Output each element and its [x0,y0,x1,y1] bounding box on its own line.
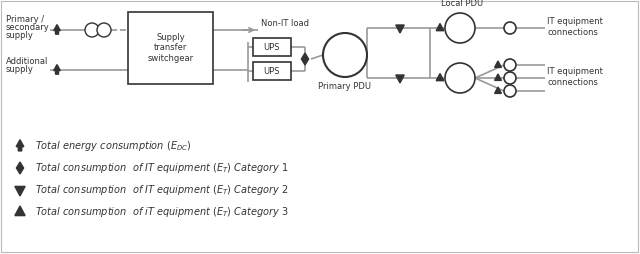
Polygon shape [15,186,25,196]
Polygon shape [17,162,24,174]
Circle shape [504,22,516,34]
Text: Supply
transfer
switchgear: Supply transfer switchgear [147,33,193,63]
Text: Primary /: Primary / [6,15,44,24]
Circle shape [504,72,516,84]
Polygon shape [54,25,60,34]
Polygon shape [495,87,501,93]
Text: UPS: UPS [264,67,280,75]
Polygon shape [54,65,60,74]
Text: $\mathit{Total\ consumption\ \ of\ iT\ equipment\ (E_T)\ Category\ 3}$: $\mathit{Total\ consumption\ \ of\ iT\ e… [35,205,289,219]
Text: supply: supply [6,31,34,40]
Circle shape [85,23,99,37]
Polygon shape [301,53,308,65]
Circle shape [504,85,516,97]
Circle shape [504,59,516,71]
Polygon shape [396,75,404,83]
Text: Primary PDU: Primary PDU [319,82,371,91]
Circle shape [97,23,111,37]
Bar [253,38,291,56]
Text: $\mathit{Total\ consumption\ \ of\ IT\ equipment\ (E_T)\ Category\ 2}$: $\mathit{Total\ consumption\ \ of\ IT\ e… [35,183,289,197]
Circle shape [445,13,475,43]
Polygon shape [15,206,25,216]
Text: supply: supply [6,65,34,74]
Text: $\mathit{Total\ energy\ consumption\ (E_{DC})}$: $\mathit{Total\ energy\ consumption\ (E_… [35,139,191,153]
Text: IT equipment
connections: IT equipment connections [547,67,603,87]
Text: Local PDU: Local PDU [441,0,483,8]
Text: secondary: secondary [6,23,50,32]
Text: Additional: Additional [6,57,49,66]
Polygon shape [16,140,24,151]
Polygon shape [495,74,501,81]
Polygon shape [436,24,444,31]
Text: $\mathit{Total\ consumption\ \ of\ IT\ equipment\ (E_T)\ Category\ 1}$: $\mathit{Total\ consumption\ \ of\ IT\ e… [35,161,289,175]
Polygon shape [495,61,501,67]
Circle shape [323,33,367,77]
Bar [128,12,213,84]
Polygon shape [396,25,404,33]
Bar [253,62,291,80]
Text: UPS: UPS [264,42,280,52]
Polygon shape [436,73,444,81]
Circle shape [445,63,475,93]
Text: Non-IT load: Non-IT load [261,19,309,28]
Text: IT equipment
connections: IT equipment connections [547,17,603,37]
